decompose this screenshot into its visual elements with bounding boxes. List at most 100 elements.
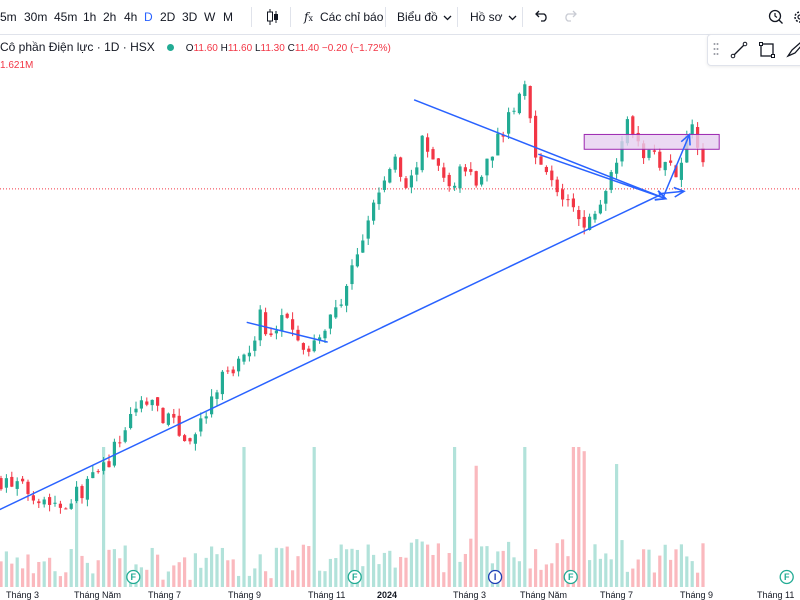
function-icon[interactable]: fx xyxy=(304,10,313,24)
drag-handle-icon[interactable] xyxy=(713,41,719,57)
candle-body xyxy=(37,501,41,504)
volume-bar xyxy=(507,541,511,587)
interval-d[interactable]: D xyxy=(144,10,153,24)
candle-body xyxy=(96,471,100,473)
candle-body xyxy=(291,319,295,330)
candle-body xyxy=(285,313,289,318)
candle-body xyxy=(377,192,381,205)
candle-body xyxy=(555,179,559,193)
symbol-title[interactable]: Cô phần Điện lực · 1D · HSX xyxy=(0,40,155,54)
volume-bar xyxy=(485,546,489,587)
volume-bar xyxy=(58,576,62,587)
candles-group xyxy=(0,80,705,514)
interval-30m[interactable]: 30m xyxy=(24,10,48,24)
candle-body xyxy=(474,171,478,186)
volume-bar xyxy=(75,495,79,587)
candle-body xyxy=(139,400,143,409)
volume-bar xyxy=(642,549,646,587)
interval-2h[interactable]: 2h xyxy=(103,10,117,24)
candle-body xyxy=(669,160,673,163)
trend-line-tool-icon[interactable] xyxy=(730,41,748,59)
volume-bar xyxy=(193,553,197,587)
candle-body xyxy=(91,472,95,479)
volume-bar xyxy=(102,447,106,587)
volume-bar xyxy=(431,554,435,587)
volume-bar xyxy=(469,538,473,587)
toolbar-divider xyxy=(522,7,523,27)
volume-bar xyxy=(577,447,581,587)
event-marker-financials xyxy=(126,569,141,585)
candlestick-icon[interactable] xyxy=(266,8,280,30)
x-axis-label: Tháng 11 xyxy=(757,590,794,600)
volume-bar xyxy=(10,563,14,587)
event-marker-financials xyxy=(779,569,794,585)
volume-bar xyxy=(96,560,100,587)
candle-body xyxy=(247,352,251,357)
candle-body xyxy=(620,141,624,162)
trendline xyxy=(658,190,685,195)
interval-3d[interactable]: 3D xyxy=(182,10,198,24)
volume-bar xyxy=(674,549,678,587)
indicators-button[interactable]: Các chỉ báo xyxy=(320,10,384,24)
candle-body xyxy=(507,112,511,134)
interval-5m[interactable]: 5m xyxy=(0,10,17,24)
interval-2d[interactable]: 2D xyxy=(160,10,176,24)
candle-body xyxy=(625,119,629,144)
replay-icon[interactable] xyxy=(768,9,784,29)
candle-body xyxy=(404,178,408,188)
candle-body xyxy=(701,148,705,163)
candle-body xyxy=(615,162,619,174)
interval-m[interactable]: M xyxy=(223,10,233,24)
volume-bar xyxy=(166,571,170,587)
volume-bar xyxy=(620,540,624,587)
rectangle-tool-icon[interactable] xyxy=(758,41,776,59)
candle-body xyxy=(4,478,8,488)
volume-bar xyxy=(453,447,457,587)
redo-icon[interactable] xyxy=(563,10,577,26)
ohlc-values: O11.60 H11.60 L11.30 C11.40 −0.20 (−1.72… xyxy=(186,43,391,54)
change-value: −0.20 (−1.72%) xyxy=(321,43,391,54)
volume-bar xyxy=(458,561,462,587)
drawing-toolbar xyxy=(707,34,800,66)
candle-body xyxy=(501,134,505,137)
volume-bar xyxy=(274,547,278,587)
volume-bar xyxy=(647,549,651,587)
volume-bar xyxy=(366,544,370,587)
interval-w[interactable]: W xyxy=(204,10,216,24)
volume-bar xyxy=(604,553,608,587)
interval-45m[interactable]: 45m xyxy=(54,10,78,24)
settings-gear-icon[interactable] xyxy=(792,9,800,29)
event-marker-label: F xyxy=(131,572,137,582)
volume-bar xyxy=(247,575,251,587)
volume-bar xyxy=(123,545,127,587)
candle-body xyxy=(690,124,694,135)
volume-group xyxy=(0,447,705,587)
candle-body xyxy=(123,430,127,442)
x-axis-label: Tháng 3 xyxy=(453,590,486,600)
undo-icon[interactable] xyxy=(535,10,549,26)
interval-1h[interactable]: 1h xyxy=(83,10,97,24)
volume-bar xyxy=(285,546,289,587)
candle-body xyxy=(150,399,154,406)
profile-menu-button[interactable]: Hồ sơ xyxy=(470,9,517,25)
candle-body xyxy=(31,495,35,501)
volume-bar xyxy=(663,544,667,587)
brush-tool-icon[interactable] xyxy=(786,41,800,59)
event-marker-financials xyxy=(347,569,362,585)
candle-body xyxy=(604,191,608,204)
low-key: L xyxy=(254,43,261,54)
volume-bar xyxy=(48,557,52,587)
candle-body xyxy=(469,169,473,172)
candle-body xyxy=(102,462,106,471)
candle-body xyxy=(517,93,521,114)
volume-bar xyxy=(4,551,8,587)
chart-menu-button[interactable]: Biểu đồ xyxy=(397,9,452,25)
volume-bar xyxy=(679,544,683,587)
interval-4h[interactable]: 4h xyxy=(124,10,138,24)
candle-body xyxy=(361,240,365,253)
candle-body xyxy=(463,167,467,172)
candle-body xyxy=(274,330,278,334)
volume-bar xyxy=(685,556,689,587)
candle-body xyxy=(399,157,403,177)
